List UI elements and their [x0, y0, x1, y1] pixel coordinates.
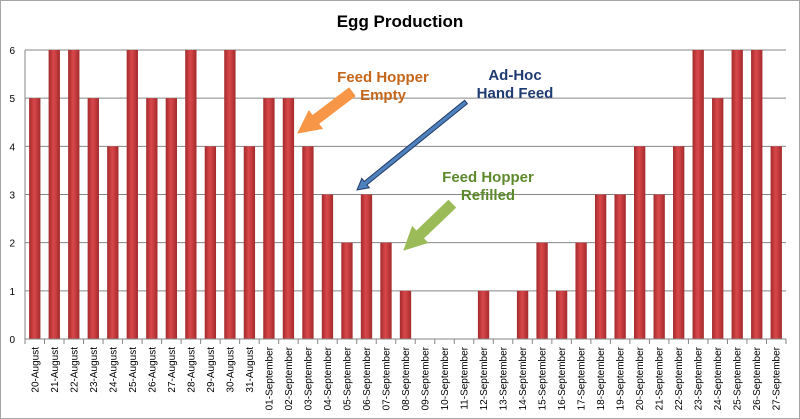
x-tick-label: 07-September	[381, 346, 392, 410]
annotation-text: Empty	[360, 87, 407, 104]
y-tick-label: 1	[9, 287, 15, 298]
bar	[341, 242, 353, 339]
bar	[107, 146, 119, 339]
annotation-text: Ad-Hoc	[488, 67, 541, 84]
x-tick-label: 26-September	[752, 346, 763, 410]
y-tick-label: 0	[9, 335, 15, 346]
x-tick-label: 25-September	[733, 346, 744, 410]
y-tick-label: 4	[9, 142, 15, 153]
axes	[24, 50, 787, 344]
x-tick-label: 29-August	[206, 347, 217, 393]
x-tick-label: 15-September	[538, 346, 549, 410]
bar	[692, 50, 704, 339]
bar	[48, 50, 60, 339]
bar	[575, 242, 587, 339]
bar	[165, 98, 178, 339]
annotation-arrow	[297, 87, 356, 134]
annotation-arrow	[356, 99, 469, 191]
x-tick-label: 05-September	[342, 346, 353, 410]
bar	[302, 146, 314, 339]
x-tick-label: 28-August	[186, 347, 197, 393]
bar	[751, 50, 763, 339]
bar	[282, 98, 295, 339]
y-tick-label: 6	[9, 46, 15, 57]
x-tick-label: 14-September	[518, 346, 529, 410]
tick-labels: 0 1 2 3 4 5 6 20-August 21-August 22-August 23-Aug…	[9, 46, 782, 410]
x-tick-label: 30-August	[225, 347, 236, 393]
bar	[653, 194, 665, 339]
annotation-arrow	[403, 199, 457, 251]
bar	[614, 194, 626, 339]
bar	[224, 50, 236, 339]
bar	[770, 146, 782, 339]
x-tick-label: 13-September	[499, 346, 510, 410]
bar	[516, 290, 529, 339]
x-tick-label: 22-August	[69, 347, 80, 393]
bar	[731, 50, 743, 339]
x-tick-label: 08-September	[401, 346, 412, 410]
bar	[263, 98, 275, 339]
x-tick-label: 11-September	[460, 346, 471, 409]
annotation-text: Refilled	[461, 187, 515, 204]
y-tick-label: 3	[9, 191, 15, 202]
x-tick-label: 02-September	[284, 346, 295, 410]
x-tick-label: 26-August	[147, 347, 158, 393]
bar	[29, 98, 41, 339]
bar	[146, 98, 158, 339]
bar	[360, 194, 373, 339]
annotation-text: Hand Feed	[477, 85, 554, 102]
x-tick-label: 19-September	[616, 346, 627, 410]
x-tick-label: 23-September	[694, 346, 705, 410]
x-tick-label: 18-September	[596, 346, 607, 410]
x-tick-label: 23-August	[89, 347, 100, 393]
x-tick-label: 17-September	[577, 346, 588, 410]
bar	[477, 290, 490, 339]
chart-title: Egg Production	[336, 12, 464, 31]
x-tick-label: 21-August	[50, 347, 61, 393]
x-tick-label: 09-September	[421, 346, 432, 410]
bar	[204, 146, 217, 339]
x-tick-label: 04-September	[323, 346, 334, 410]
y-tick-label: 2	[9, 239, 15, 250]
x-tick-label: 12-September	[479, 346, 490, 410]
bar	[243, 146, 256, 339]
bar	[380, 242, 392, 339]
bar	[399, 290, 412, 339]
x-tick-label: 06-September	[362, 346, 373, 410]
bar	[126, 50, 138, 339]
bar	[87, 98, 99, 339]
bar	[594, 194, 607, 339]
annotation-text: Feed Hopper	[337, 69, 429, 86]
x-tick-label: 21-September	[655, 346, 666, 410]
x-tick-label: 22-September	[674, 346, 685, 410]
bars	[29, 50, 782, 339]
x-tick-label: 24-August	[108, 347, 119, 393]
bar	[68, 50, 80, 339]
bar	[712, 98, 724, 339]
x-tick-label: 03-September	[303, 346, 314, 410]
x-tick-label: 27-September	[772, 346, 783, 410]
x-tick-label: 20-September	[635, 346, 646, 410]
bar	[321, 194, 334, 339]
x-tick-label: 31-August	[245, 347, 256, 393]
x-tick-label: 24-September	[713, 346, 724, 410]
annotation-text: Feed Hopper	[442, 169, 534, 186]
x-tick-label: 01-September	[264, 346, 275, 410]
x-tick-label: 27-August	[167, 347, 178, 393]
bar	[185, 50, 197, 339]
x-tick-label: 16-September	[557, 346, 568, 410]
bar	[536, 242, 548, 339]
x-tick-label: 10-September	[440, 346, 451, 410]
bar	[555, 290, 568, 339]
x-tick-label: 20-August	[30, 347, 41, 393]
x-tick-label: 25-August	[128, 347, 139, 393]
bar	[673, 146, 685, 339]
y-tick-label: 5	[9, 94, 15, 105]
bar	[634, 146, 646, 339]
